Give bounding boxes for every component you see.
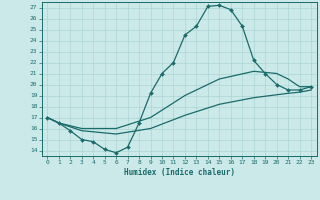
X-axis label: Humidex (Indice chaleur): Humidex (Indice chaleur) [124,168,235,177]
